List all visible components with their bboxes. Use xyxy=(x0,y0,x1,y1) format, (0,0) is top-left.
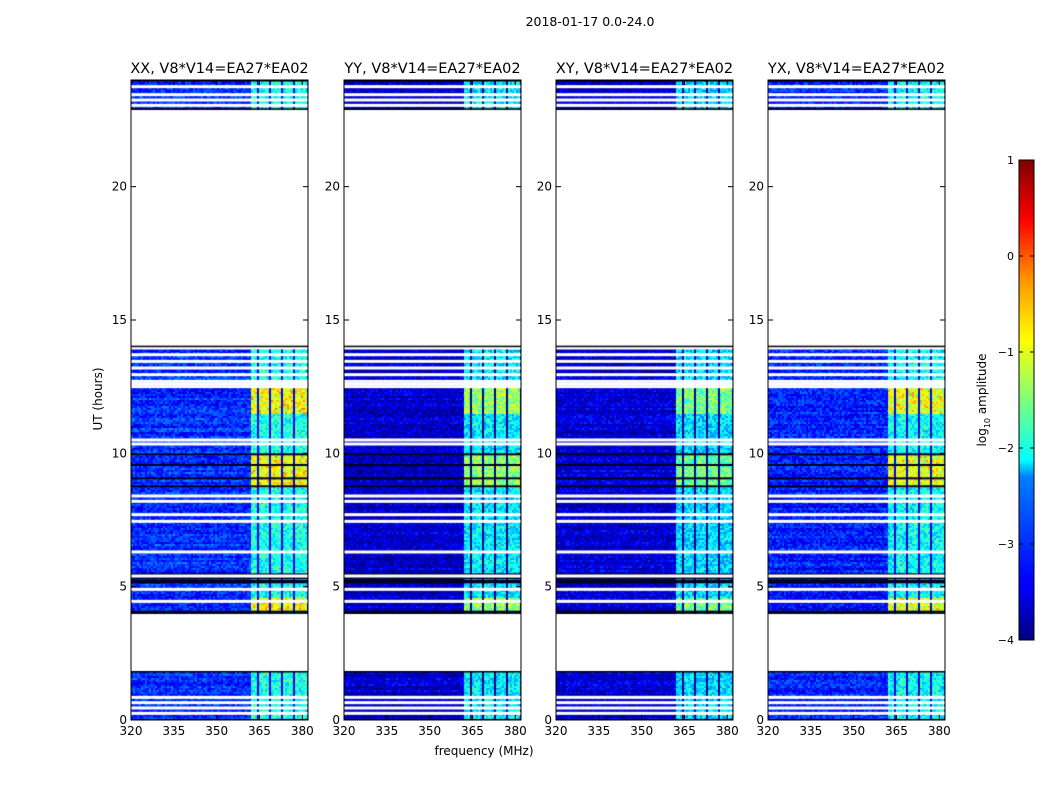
colorbar-tick-label: −3 xyxy=(998,538,1014,551)
x-tick-label: 380 xyxy=(928,724,951,738)
plot-frame xyxy=(130,79,309,721)
panel-yx: YX, V8*V14=EA27*EA02 320 335 350 365 380 0 5 10 1… xyxy=(749,61,951,738)
x-tick-label: 365 xyxy=(461,724,484,738)
x-axis-label: frequency (MHz) xyxy=(434,744,533,758)
y-tick-label: 10 xyxy=(325,446,340,460)
x-tick-label: 335 xyxy=(587,724,610,738)
x-tick-label: 335 xyxy=(799,724,822,738)
plot-frame xyxy=(555,79,734,721)
colorbar-tick-label: 0 xyxy=(1007,250,1014,263)
y-tick-label: 0 xyxy=(119,713,127,727)
y-tick-label: 15 xyxy=(325,313,340,327)
colorbar-tick-label: −2 xyxy=(998,442,1014,455)
y-tick-label: 0 xyxy=(332,713,340,727)
plot-frame xyxy=(343,79,522,721)
heatmap-image xyxy=(768,80,945,720)
y-tick-label: 10 xyxy=(112,446,127,460)
colorbar-tick-label: −1 xyxy=(998,346,1014,359)
y-tick-label: 20 xyxy=(537,180,552,194)
x-tick-label: 380 xyxy=(716,724,739,738)
y-tick-label: 0 xyxy=(544,713,552,727)
x-tick-label: 380 xyxy=(291,724,314,738)
y-tick-label: 15 xyxy=(537,313,552,327)
colorbar-gradient xyxy=(1019,160,1034,640)
x-tick-label: 350 xyxy=(842,724,865,738)
y-axis-label: UT (hours) xyxy=(91,367,105,430)
y-tick-label: 10 xyxy=(749,446,764,460)
panel-xy: XY, V8*V14=EA27*EA02 320 335 350 365 380 0 5 10 1… xyxy=(537,61,739,738)
x-tick-label: 350 xyxy=(630,724,653,738)
colorbar: 1 0 −1 −2 −3 −4 log10 amplitude xyxy=(975,154,1035,647)
panel-title: YX, V8*V14=EA27*EA02 xyxy=(767,61,945,77)
panel-title: XY, V8*V14=EA27*EA02 xyxy=(556,61,733,77)
x-tick-label: 320 xyxy=(333,724,356,738)
colorbar-tick-label: 1 xyxy=(1007,154,1014,167)
colorbar-tick-label: −4 xyxy=(998,634,1014,647)
y-tick-label: 15 xyxy=(112,313,127,327)
x-tick-label: 350 xyxy=(418,724,441,738)
y-tick-label: 5 xyxy=(119,580,127,594)
x-tick-label: 320 xyxy=(757,724,780,738)
x-tick-label: 320 xyxy=(545,724,568,738)
y-tick-label: 20 xyxy=(749,180,764,194)
x-tick-label: 365 xyxy=(885,724,908,738)
heatmap-image xyxy=(131,80,308,720)
y-tick-label: 5 xyxy=(544,580,552,594)
heatmap-image xyxy=(344,80,521,720)
heatmap-image xyxy=(556,80,733,720)
x-tick-label: 335 xyxy=(375,724,398,738)
panels: XX, V8*V14=EA27*EA02 320 335 350 365 380 0 5 10 1… xyxy=(112,61,951,738)
panel-title: XX, V8*V14=EA27*EA02 xyxy=(130,61,308,77)
x-tick-label: 335 xyxy=(162,724,185,738)
y-tick-label: 15 xyxy=(749,313,764,327)
panel-xx: XX, V8*V14=EA27*EA02 320 335 350 365 380 0 5 10 1… xyxy=(112,61,314,738)
colorbar-ticks: 1 0 −1 −2 −3 −4 xyxy=(998,154,1034,647)
y-tick-label: 0 xyxy=(756,713,764,727)
y-tick-label: 5 xyxy=(332,580,340,594)
x-tick-label: 365 xyxy=(248,724,271,738)
panel-yy: YY, V8*V14=EA27*EA02 320 335 350 365 380 0 5 10 1… xyxy=(325,61,527,738)
y-tick-label: 5 xyxy=(756,580,764,594)
plot-frame xyxy=(767,79,946,721)
figure-suptitle: 2018-01-17 0.0-24.0 xyxy=(526,14,655,29)
colorbar-frame xyxy=(1018,159,1035,641)
panel-title: YY, V8*V14=EA27*EA02 xyxy=(343,61,520,77)
x-tick-label: 320 xyxy=(120,724,143,738)
y-tick-label: 10 xyxy=(537,446,552,460)
y-tick-label: 20 xyxy=(325,180,340,194)
x-tick-label: 365 xyxy=(673,724,696,738)
x-tick-label: 380 xyxy=(504,724,527,738)
y-tick-label: 20 xyxy=(112,180,127,194)
x-tick-label: 350 xyxy=(205,724,228,738)
colorbar-label: log10 amplitude xyxy=(975,354,992,447)
